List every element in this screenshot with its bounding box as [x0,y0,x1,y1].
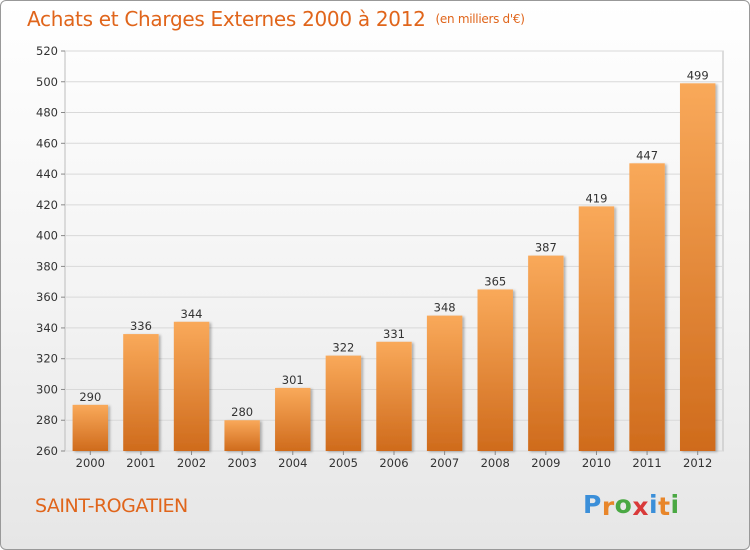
data-label-2012: 499 [687,68,709,82]
bar-2009 [528,255,564,451]
y-tick-label: 420 [36,198,58,212]
chart-title-text: Achats et Charges Externes 2000 à 2012 [27,7,426,31]
x-tick-label-2004: 2004 [278,456,307,470]
location-label: SAINT-ROGATIEN [35,495,188,517]
data-label-2006: 331 [383,327,405,341]
bar-2002 [173,321,210,451]
chart-unit-label: (en milliers d'€) [435,12,525,26]
y-tick-label: 280 [36,413,58,427]
x-tick-label-2008: 2008 [481,456,510,470]
y-tick-label: 380 [36,259,58,273]
y-tick-label: 520 [36,44,58,58]
y-tick-label: 400 [36,229,58,243]
x-tick-label-2011: 2011 [632,456,661,470]
x-tick-label-2000: 2000 [76,456,105,470]
y-tick-label: 260 [36,444,58,458]
logo-letter: i [670,490,680,519]
x-tick-label-2001: 2001 [126,456,155,470]
y-tick-label: 360 [36,290,58,304]
bar-2005 [325,355,362,451]
bar-2000 [72,404,109,451]
data-label-2000: 290 [79,390,101,404]
x-tick-label-2003: 2003 [228,456,257,470]
x-tick-label-2002: 2002 [177,456,206,470]
x-tick-label-2006: 2006 [379,456,408,470]
bar-2010 [578,206,615,451]
y-axis-ticks: 260 280 300 320 340 360 380 400 420 440 460 480 500 5… [36,44,65,458]
proxiti-logo[interactable]: Proxiti [583,490,680,521]
y-tick-label: 500 [36,75,58,89]
data-label-2008: 365 [484,274,506,288]
bar-2012 [679,83,716,452]
y-tick-label: 460 [36,136,58,150]
bar-2011 [629,163,665,452]
data-label-2010: 419 [585,191,607,205]
logo-letter: t [658,492,671,521]
data-label-2005: 322 [332,341,354,355]
bar-2008 [477,289,513,451]
data-label-2002: 344 [181,307,203,321]
data-label-2001: 336 [130,319,152,333]
logo-letter: o [614,490,633,519]
bar-2001 [123,334,159,451]
data-label-2003: 280 [231,405,253,419]
logo-letter: x [632,492,649,521]
data-label-2004: 301 [282,373,304,387]
y-tick-label: 480 [36,106,58,120]
bar-2003 [224,420,260,451]
data-label-2011: 447 [636,148,658,162]
chart-title: Achats et Charges Externes 2000 à 2012 (e… [27,7,525,31]
data-label-2007: 348 [434,301,456,315]
logo-letter: P [583,490,602,519]
bar-2004 [275,387,311,451]
y-tick-label: 340 [36,321,58,335]
bars [72,83,716,452]
bar-2007 [426,315,463,451]
x-tick-label-2005: 2005 [329,456,358,470]
y-tick-label: 320 [36,352,58,366]
y-tick-label: 440 [36,167,58,181]
y-tick-label: 300 [36,382,58,396]
x-axis-ticks: 2000 2001 2002 2003 2004 2005 2006 2007 2008 2009… [76,451,712,470]
x-tick-label-2012: 2012 [683,456,712,470]
data-labels: 290 336 344 280 301 322 331 348 365 387 419 447 499 [79,68,708,419]
x-tick-label-2009: 2009 [531,456,560,470]
data-label-2009: 387 [535,241,557,255]
logo-letter: i [649,490,659,519]
logo-letter: r [601,492,615,521]
x-tick-label-2007: 2007 [430,456,459,470]
bar-2006 [376,341,412,451]
x-tick-label-2010: 2010 [582,456,611,470]
